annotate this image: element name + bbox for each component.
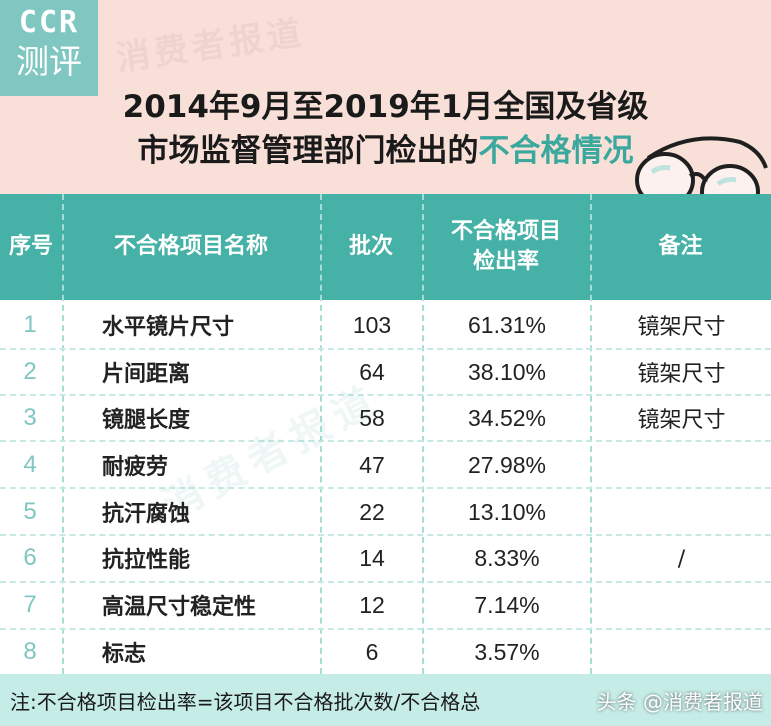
row-divider (0, 628, 771, 630)
row-index: 1 (23, 311, 37, 338)
page-title-line1: 2014年9月至2019年1月全国及省级 (122, 89, 649, 125)
ccr-logo: CCR 测评 (0, 0, 98, 96)
row-divider (0, 487, 771, 489)
title-prefix: 市场监督管理部门检出的 (137, 133, 479, 169)
header-count: 批次 (348, 234, 393, 259)
row-rate: 61.31% (467, 311, 546, 338)
column-divider (590, 194, 592, 674)
table-header-bar (0, 194, 771, 300)
row-count: 22 (359, 498, 385, 525)
row-count: 58 (359, 404, 385, 431)
row-count: 12 (359, 591, 385, 618)
row-index: 4 (23, 451, 37, 478)
row-count: 14 (359, 544, 385, 571)
row-divider (0, 581, 771, 583)
row-item-name: 抗汗腐蚀 (102, 502, 191, 527)
column-divider (422, 194, 424, 674)
row-rate: 27.98% (467, 451, 546, 478)
row-count: 47 (359, 451, 385, 478)
row-item-name: 标志 (102, 642, 147, 667)
row-index: 3 (23, 404, 37, 431)
row-index: 7 (23, 591, 37, 618)
row-rate: 38.10% (467, 358, 546, 385)
row-item-name: 片间距离 (102, 362, 191, 387)
header-rate-line1: 不合格项目 (450, 219, 561, 244)
footer-bar (0, 674, 771, 726)
row-rate: 34.52% (467, 404, 546, 431)
row-rate: 13.10% (467, 498, 546, 525)
row-index: 2 (23, 358, 37, 385)
row-note: 镜架尺寸 (637, 408, 726, 433)
logo-line2: 测评 (16, 42, 82, 81)
row-item-name: 抗拉性能 (102, 548, 191, 573)
row-index: 6 (23, 544, 37, 571)
row-item-name: 高温尺寸稳定性 (102, 595, 257, 620)
row-rate: 8.33% (474, 544, 540, 571)
row-count: 6 (365, 638, 379, 665)
title-highlight: 不合格情况 (478, 133, 634, 169)
row-note: 镜架尺寸 (637, 362, 726, 387)
header-note: 备注 (658, 234, 703, 259)
column-divider (320, 194, 322, 674)
page-title-line2: 市场监督管理部门检出的不合格情况 (0, 128, 771, 174)
header-rate-line2: 检出率 (472, 249, 539, 274)
row-count: 103 (352, 311, 392, 338)
merged-note-cell: / (677, 546, 686, 572)
source-watermark: 头条 @消费者报道 (596, 689, 763, 714)
header-index: 序号 (8, 234, 53, 259)
row-divider (0, 348, 771, 350)
header-name: 不合格项目名称 (113, 234, 268, 259)
row-divider (0, 394, 771, 396)
row-divider (0, 440, 771, 442)
footer-note: 注:不合格项目检出率=该项目不合格批次数/不合格总 (10, 689, 481, 714)
row-divider (0, 534, 771, 536)
header-rate: 不合格项目 检出率 (422, 194, 590, 300)
row-rate: 3.57% (474, 638, 540, 665)
row-item-name: 耐疲劳 (102, 455, 169, 480)
row-item-name: 水平镜片尺寸 (102, 315, 235, 340)
column-divider (62, 194, 64, 674)
logo-line1: CCR (18, 5, 80, 40)
row-index: 8 (23, 638, 37, 665)
row-index: 5 (23, 498, 37, 525)
row-item-name: 镜腿长度 (102, 408, 191, 433)
row-count: 64 (359, 358, 385, 385)
row-rate: 7.14% (474, 591, 540, 618)
row-note: 镜架尺寸 (637, 315, 726, 340)
